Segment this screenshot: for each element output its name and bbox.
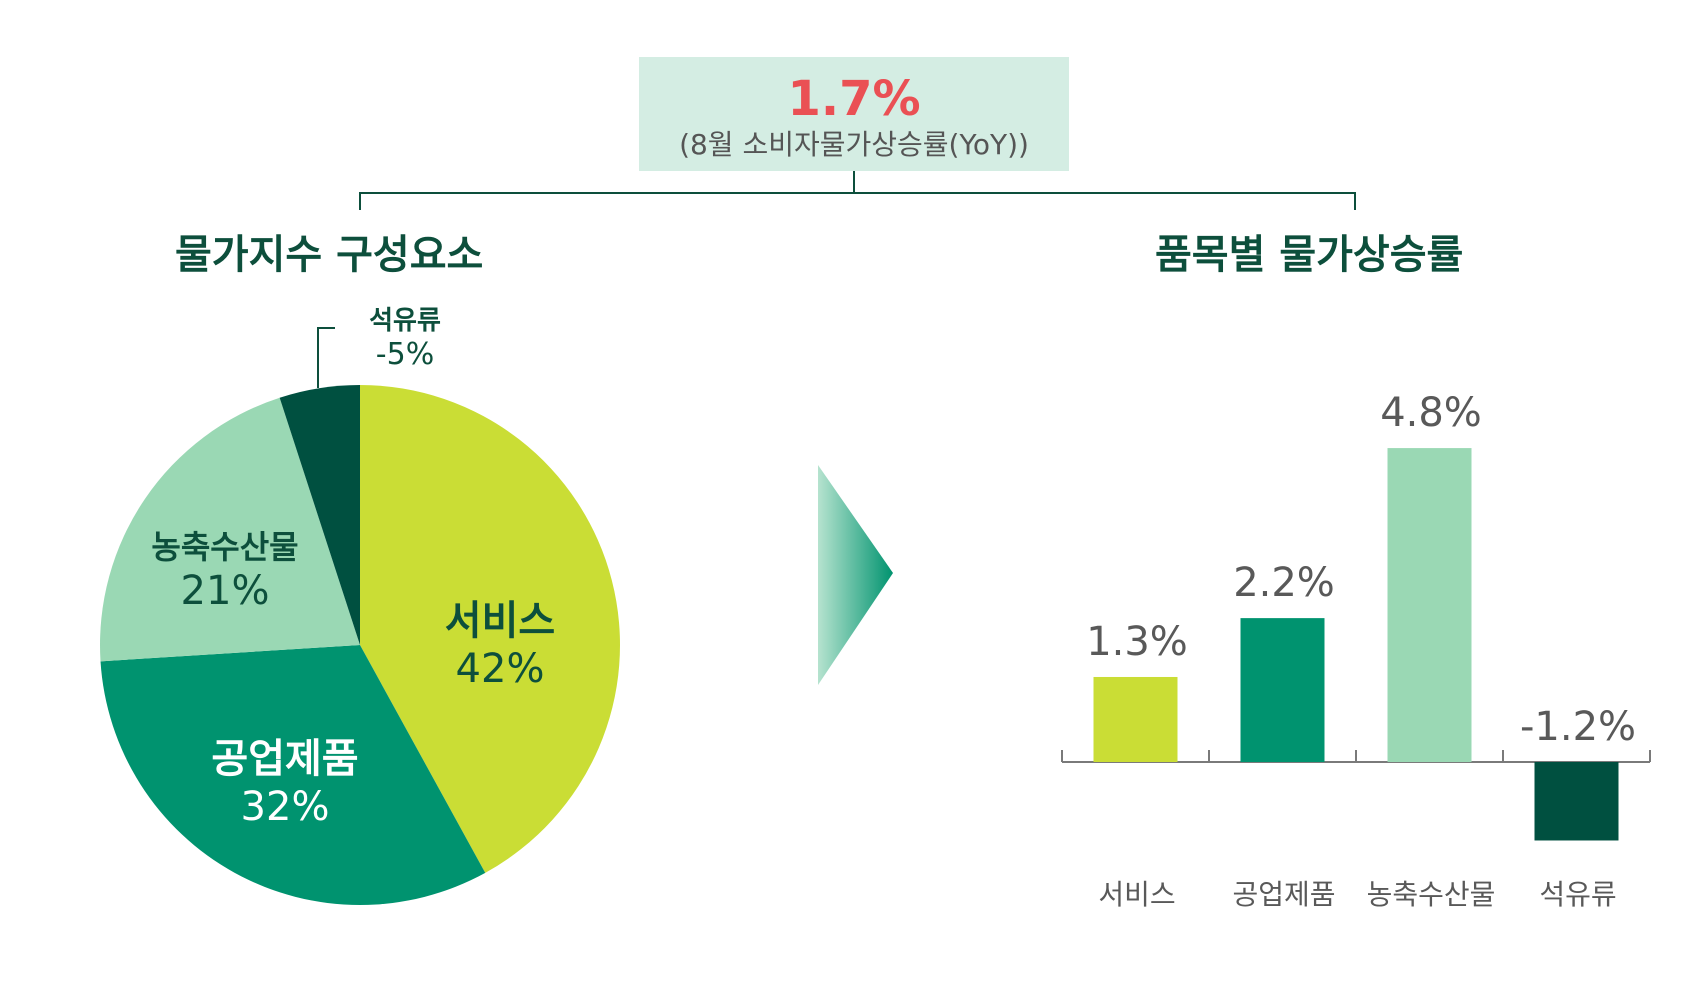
bar-value-label: 2.2%: [1233, 560, 1335, 607]
pie-label-agri: 농축수산물 21%: [130, 522, 320, 614]
pie-slice-agri: [100, 397, 360, 662]
bar: [1240, 618, 1325, 762]
pie-label-value: 42%: [455, 646, 545, 692]
pie-label-service: 서비스 42%: [420, 588, 580, 692]
headline-value: 1.7%: [787, 71, 921, 127]
bracket-connector: [359, 171, 1356, 210]
arrow-icon: [818, 465, 893, 685]
pie-chart-title: 물가지수 구성요소: [175, 232, 484, 278]
pie-chart: [100, 385, 620, 906]
pie-label-oil: 석유류 -5%: [355, 300, 455, 372]
pie-label-value: 21%: [180, 568, 270, 614]
bar-category-label: 공업제품: [1232, 878, 1336, 911]
headline-subtitle: (8월 소비자물가상승률(YoY)): [679, 128, 1029, 161]
pie-slice-oil: [279, 385, 360, 645]
pie-label-name: 석유류: [369, 306, 441, 336]
pie-label-value: -5%: [375, 337, 435, 372]
bar: [1387, 448, 1472, 762]
pie-label-industrial: 공업제품 32%: [180, 726, 390, 830]
bar-category-label: 석유류: [1539, 878, 1617, 911]
oil-leader-line: [317, 327, 335, 388]
bar: [1093, 676, 1178, 762]
bar-chart-title: 품목별 물가상승률: [1155, 232, 1464, 278]
pie-label-name: 농축수산물: [151, 528, 299, 566]
pie-slice-industrial: [100, 645, 486, 906]
pie-label-name: 공업제품: [211, 736, 359, 782]
bar-category-label: 서비스: [1098, 878, 1176, 911]
bar: [1534, 762, 1619, 841]
bar-chart: [1061, 448, 1651, 841]
bar-value-label: 4.8%: [1380, 390, 1482, 437]
bar-value-label: -1.2%: [1519, 704, 1637, 750]
bar-category-label: 농축수산물: [1366, 878, 1496, 911]
headline-box: 1.7% (8월 소비자물가상승률(YoY)): [639, 57, 1069, 171]
pie-slice-service: [360, 385, 620, 873]
pie-label-name: 서비스: [444, 598, 556, 644]
pie-label-value: 32%: [240, 784, 330, 830]
bar-value-label: 1.3%: [1086, 618, 1188, 665]
